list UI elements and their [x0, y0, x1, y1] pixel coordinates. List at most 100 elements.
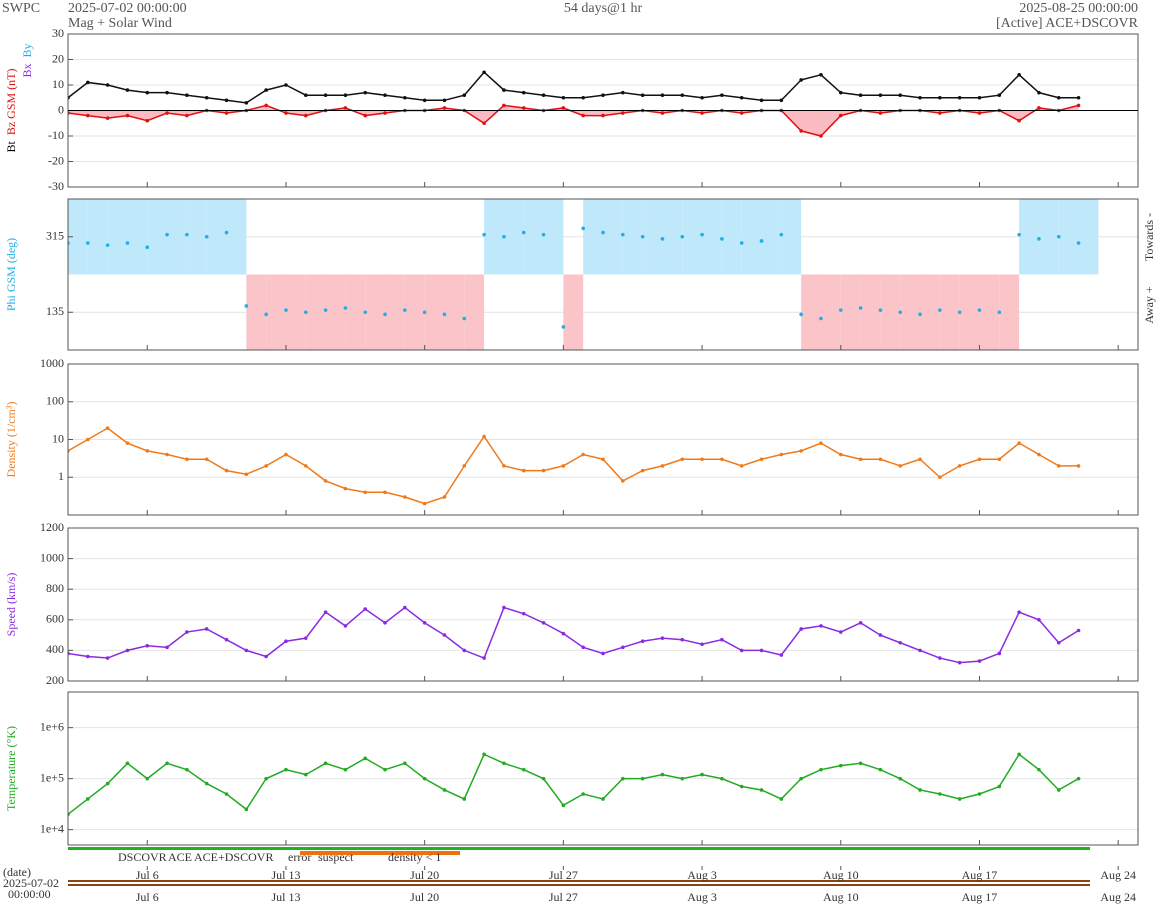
data-point	[581, 113, 585, 118]
data-point	[204, 627, 209, 631]
sector-band	[147, 199, 168, 275]
data-point	[284, 452, 288, 457]
y-label-part: Phi GSM (deg)	[4, 238, 18, 311]
data-point	[264, 88, 268, 92]
data-point	[621, 232, 625, 237]
data-point	[918, 788, 922, 792]
data-point	[997, 651, 1002, 656]
plot-area	[68, 727, 1138, 831]
sector-band	[761, 199, 782, 275]
data-point	[343, 486, 348, 491]
data-point	[185, 232, 189, 237]
data-point	[819, 767, 823, 772]
data-point	[86, 80, 90, 85]
data-point	[739, 95, 744, 100]
sector-band	[583, 199, 603, 275]
y-label-part: Density (1/cm³)	[4, 402, 18, 478]
plot-area	[68, 364, 1138, 506]
data-point	[997, 784, 1002, 789]
data-point	[700, 457, 704, 462]
data-point	[264, 312, 268, 317]
data-point	[660, 237, 665, 241]
data-point	[125, 241, 130, 245]
data-point	[739, 464, 744, 468]
data-point	[938, 656, 942, 660]
data-point	[878, 308, 883, 312]
data-point	[462, 93, 467, 97]
sector-band	[325, 274, 346, 350]
data-point	[482, 232, 486, 237]
end-time: 2025-08-25 00:00:00	[1019, 1, 1138, 16]
data-point	[1017, 232, 1021, 237]
y-axis-label: Speed (km/s)	[4, 573, 18, 637]
data-point	[997, 457, 1002, 462]
sector-band	[127, 199, 148, 275]
sector-band	[543, 199, 564, 275]
data-point	[1076, 628, 1081, 633]
sector-band	[939, 274, 960, 350]
y-tick-label: 1e+5	[40, 770, 64, 784]
y-tick-label: 200	[46, 673, 64, 687]
sector-band	[682, 199, 703, 275]
sector-band	[523, 199, 544, 275]
plot-area	[68, 528, 1138, 681]
data-point	[819, 134, 823, 138]
sector-band	[444, 274, 465, 350]
data-point	[858, 621, 863, 625]
data-point	[878, 633, 883, 637]
y-tick-label: -20	[48, 153, 64, 167]
data-point	[957, 660, 962, 665]
data-point	[561, 464, 566, 468]
data-point	[442, 788, 447, 792]
y-tick-label: 600	[46, 612, 64, 626]
data-point	[759, 98, 764, 103]
x-tick-label: Aug 17	[962, 868, 998, 882]
data-point	[502, 234, 506, 239]
data-point	[145, 644, 150, 648]
data-point	[779, 797, 784, 801]
data-point	[621, 776, 625, 781]
data-point	[660, 464, 665, 468]
data-point	[343, 624, 348, 628]
sector-band	[365, 274, 386, 350]
data-point	[105, 83, 110, 87]
data-point	[898, 640, 903, 645]
data-point	[1076, 95, 1081, 100]
data-point	[502, 761, 506, 766]
y-tick-label: 30	[52, 26, 64, 40]
data-point	[403, 495, 407, 499]
series-line	[68, 104, 1079, 137]
data-point	[185, 113, 189, 118]
data-point	[1017, 73, 1021, 77]
data-point	[224, 98, 229, 103]
data-point	[323, 761, 328, 766]
data-point	[1076, 776, 1081, 781]
sector-band	[820, 274, 841, 350]
y-axis-label: Bt Bz GSM (nT)	[4, 68, 18, 152]
data-point	[581, 792, 585, 796]
x-tick-label: Jul 13	[271, 890, 300, 904]
data-point	[640, 468, 645, 473]
y-axis-label: Phi GSM (deg)	[4, 238, 18, 311]
x-tick-label: Jul 6	[136, 890, 159, 904]
data-point	[838, 763, 843, 768]
panel-frame	[67, 691, 1139, 846]
data-point	[422, 621, 427, 625]
data-point	[264, 654, 268, 659]
data-point	[363, 113, 368, 118]
y-tick-label: 1200	[40, 520, 64, 534]
data-point	[145, 90, 150, 95]
sector-band	[741, 199, 762, 275]
data-point	[739, 241, 744, 245]
data-point	[561, 631, 566, 636]
data-point	[640, 639, 645, 644]
x-tick-label: Aug 10	[823, 868, 859, 882]
data-point	[878, 93, 883, 97]
data-point	[601, 651, 605, 656]
data-point	[502, 605, 506, 610]
sector-band	[503, 199, 524, 275]
sector-band	[484, 199, 504, 275]
y-tick-label: 1000	[40, 550, 64, 564]
data-point	[977, 792, 982, 796]
sector-band	[880, 274, 901, 350]
